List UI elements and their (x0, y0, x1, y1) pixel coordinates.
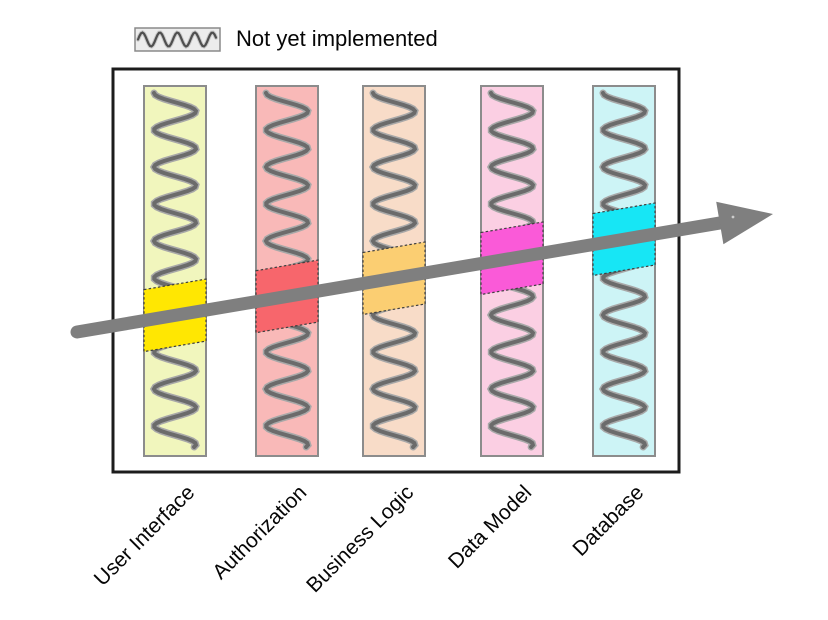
legend-label: Not yet implemented (236, 26, 438, 51)
legend-pattern-swatch (134, 27, 221, 52)
arrow-head-icon (716, 201, 773, 245)
slice-arrow (70, 201, 773, 339)
system-boundary-box (111, 67, 681, 474)
layer-column-authorization (255, 85, 319, 457)
layer-column-database (592, 85, 656, 457)
layer-column-data-model (480, 85, 544, 457)
arrow-speck (731, 215, 735, 219)
layer-column-user-interface (143, 85, 207, 457)
